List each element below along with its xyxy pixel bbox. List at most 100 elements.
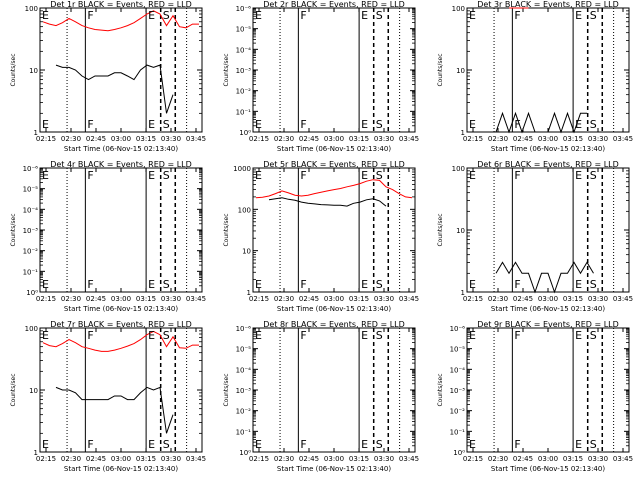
y-tick-label: 10⁻²	[450, 408, 466, 416]
x-tick-label: 03:45	[613, 455, 633, 463]
marker-letter-f: F	[87, 278, 93, 291]
x-tick-label: 02:30	[488, 455, 508, 463]
x-tick-label: 02:45	[299, 135, 319, 143]
y-tick-label: 10⁻⁶	[23, 165, 39, 173]
y-tick-label: 10⁰	[453, 449, 465, 457]
y-tick-label: 10⁻⁵	[450, 346, 466, 354]
panel-title: Det 1r BLACK = Events, RED = LLD	[50, 0, 192, 9]
panel-4: Det 4r BLACK = Events, RED = LLD Counts/s…	[10, 160, 206, 313]
marker-letter-left: E	[42, 278, 49, 291]
panel-title: Det 3r BLACK = Events, RED = LLD	[477, 0, 619, 9]
marker-letter-s: S	[163, 438, 170, 451]
panel-title: Det 7r BLACK = Events, RED = LLD	[50, 320, 192, 329]
x-tick-label: 03:00	[324, 135, 344, 143]
x-tick-label: 03:30	[588, 295, 608, 303]
x-tick-label: 03:30	[588, 135, 608, 143]
marker-letter-f: F	[300, 278, 306, 291]
marker-letter-f: F	[514, 438, 520, 451]
y-tick-label: 100	[452, 5, 465, 13]
x-tick-label: 03:45	[399, 135, 419, 143]
x-tick-label: 02:45	[86, 295, 106, 303]
marker-letter-e: E	[361, 438, 368, 451]
x-axis-label: Start Time (06-Nov-15 02:13:40)	[277, 305, 391, 313]
panel-title: Det 4r BLACK = Events, RED = LLD	[50, 160, 192, 169]
x-tick-label: 02:15	[36, 295, 56, 303]
y-tick-label: 10⁻⁴	[236, 46, 252, 54]
x-axis-label: Start Time (06-Nov-15 02:13:40)	[491, 145, 605, 153]
x-axis-label: Start Time (06-Nov-15 02:13:40)	[277, 145, 391, 153]
y-axis-label: Counts/sec	[223, 213, 230, 246]
marker-letter-top-e: E	[575, 169, 582, 182]
x-tick-label: 03:15	[349, 295, 369, 303]
y-axis-label: Counts/sec	[10, 213, 17, 246]
marker-letter-s: S	[163, 118, 170, 131]
x-tick-label: 03:45	[613, 135, 633, 143]
marker-letter-e: E	[148, 438, 155, 451]
y-axis-label: Counts/sec	[223, 53, 230, 86]
marker-letter-left: E	[469, 438, 476, 451]
marker-letter-top-left: E	[42, 329, 49, 342]
y-tick-label: 10⁻²	[236, 88, 252, 96]
y-tick-label: 1	[34, 129, 38, 137]
x-tick-label: 03:15	[563, 295, 583, 303]
marker-letter-left: E	[255, 438, 262, 451]
marker-letter-left: E	[469, 118, 476, 131]
marker-letter-left: E	[255, 278, 262, 291]
y-tick-label: 10⁻²	[236, 408, 252, 416]
y-tick-label: 1000	[233, 165, 251, 173]
marker-letter-s: S	[590, 438, 597, 451]
marker-letter-top-left: E	[255, 329, 262, 342]
y-tick-label: 10⁻²	[23, 248, 39, 256]
y-tick-label: 100	[25, 325, 38, 333]
marker-letter-top-f: F	[514, 9, 520, 22]
y-axis-label: Counts/sec	[437, 53, 444, 86]
x-tick-label: 03:15	[136, 135, 156, 143]
panel-title: Det 9r BLACK = Events, RED = LLD	[477, 320, 619, 329]
y-tick-label: 1	[461, 289, 465, 297]
marker-letter-s: S	[590, 118, 597, 131]
y-tick-label: 10⁻⁶	[236, 325, 252, 333]
marker-letter-top-s: S	[376, 169, 383, 182]
x-tick-label: 02:15	[36, 135, 56, 143]
x-axis-label: Start Time (06-Nov-15 02:13:40)	[491, 305, 605, 313]
marker-letter-top-f: F	[300, 169, 306, 182]
marker-letter-top-left: E	[42, 169, 49, 182]
x-tick-label: 03:15	[136, 295, 156, 303]
y-tick-label: 10⁻¹	[23, 268, 39, 276]
y-axis-label: Counts/sec	[10, 53, 17, 86]
marker-letter-top-e: E	[361, 329, 368, 342]
marker-letter-top-f: F	[300, 9, 306, 22]
x-tick-label: 02:45	[513, 295, 533, 303]
x-tick-label: 03:30	[161, 295, 181, 303]
marker-letter-left: E	[42, 438, 49, 451]
y-tick-label: 10⁻³	[236, 387, 252, 395]
x-tick-label: 02:45	[299, 295, 319, 303]
y-axis-label: Counts/sec	[437, 373, 444, 406]
marker-letter-e: E	[361, 278, 368, 291]
marker-letter-s: S	[376, 118, 383, 131]
x-tick-label: 03:45	[613, 295, 633, 303]
marker-letter-e: E	[148, 278, 155, 291]
x-tick-label: 02:30	[61, 135, 81, 143]
marker-letter-f: F	[87, 118, 93, 131]
marker-letter-top-s: S	[376, 9, 383, 22]
x-tick-label: 03:00	[538, 135, 558, 143]
marker-letter-s: S	[590, 278, 597, 291]
x-tick-label: 03:30	[161, 455, 181, 463]
x-tick-label: 02:15	[36, 455, 56, 463]
y-tick-label: 10⁻³	[23, 227, 39, 235]
marker-letter-top-left: E	[255, 169, 262, 182]
series-lld	[42, 10, 199, 32]
marker-letter-f: F	[300, 118, 306, 131]
y-tick-label: 10⁻⁴	[236, 366, 252, 374]
marker-letter-top-f: F	[87, 9, 93, 22]
marker-letter-f: F	[300, 438, 306, 451]
series-events	[495, 111, 587, 134]
x-tick-label: 03:15	[563, 135, 583, 143]
x-tick-label: 02:45	[86, 455, 106, 463]
marker-letter-top-left: E	[469, 169, 476, 182]
x-tick-label: 02:30	[488, 295, 508, 303]
y-tick-label: 100	[25, 5, 38, 13]
y-tick-label: 10⁻³	[450, 387, 466, 395]
y-tick-label: 1	[34, 449, 38, 457]
